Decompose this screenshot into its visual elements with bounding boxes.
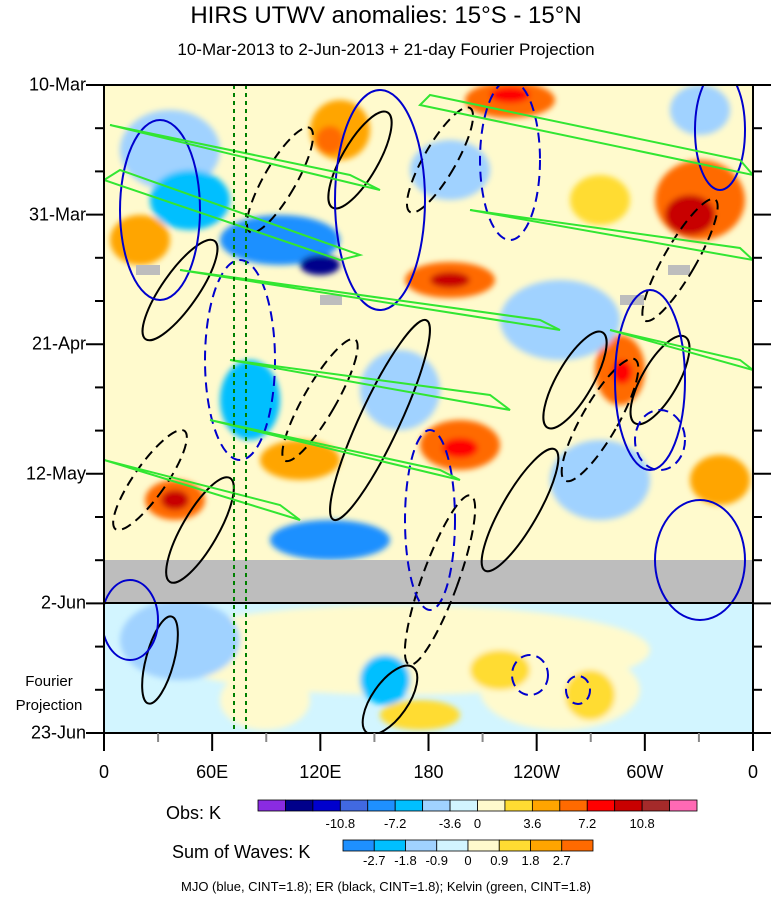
er-contours	[112, 106, 719, 733]
colorbar-box	[367, 799, 396, 812]
chart-title: HIRS UTWV anomalies: 15°S - 15°N	[190, 2, 582, 29]
mjo-contours	[104, 85, 746, 705]
colorbar-box	[586, 799, 616, 812]
colorbar-tick-label: 0	[473, 816, 482, 831]
contour-legend-footnote: MJO (blue, CINT=1.8); ER (black, CINT=1.…	[181, 879, 591, 894]
colorbar-box	[504, 799, 533, 812]
colorbar-tick-label: -7.2	[383, 816, 407, 831]
colorbar-box	[436, 839, 469, 852]
colorbar-tick-label: -1.8	[394, 853, 417, 868]
colorbar-box	[477, 799, 506, 812]
colorbar-box	[422, 799, 451, 812]
x-tick-label: 120E	[299, 762, 342, 782]
colorbar-tick-label: -0.9	[425, 853, 448, 868]
colorbar-box	[669, 799, 698, 812]
colorbar-tick-label: 3.6	[523, 816, 542, 831]
y-tick-label: 2-Jun	[40, 592, 86, 613]
colorbar-tick-label: 0	[464, 853, 472, 868]
colorbar-box	[467, 839, 500, 852]
colorbar-box	[498, 839, 531, 852]
colorbar-box	[342, 839, 375, 852]
colorbar-box	[285, 799, 314, 812]
fourier-projection-label: Fourier Projection	[0, 670, 98, 718]
reference-lines	[233, 85, 247, 733]
x-tick-label: 0	[747, 762, 759, 782]
colorbar-tick-label: 10.8	[629, 816, 655, 831]
waves-colorbar-label: Sum of Waves: K	[172, 842, 311, 862]
field-fill	[104, 85, 753, 733]
colorbar-tick-label: -2.7	[363, 853, 386, 868]
colorbar-box	[373, 839, 406, 852]
fourier-label-line: Fourier	[25, 673, 73, 690]
colorbar-box	[531, 799, 561, 812]
axis-ticks	[86, 84, 771, 751]
colorbar-tick-label: -3.6	[438, 816, 462, 831]
colorbar-box	[257, 799, 286, 812]
x-tick-label: 60E	[196, 762, 229, 782]
colorbar-box	[614, 799, 643, 812]
x-tick-label: 0	[98, 762, 110, 782]
colorbars	[257, 799, 698, 852]
colorbar-tick-label: 0.9	[490, 853, 509, 868]
fourier-label-line: Projection	[15, 697, 83, 714]
colorbar-box	[394, 799, 424, 812]
colorbar-box	[561, 839, 594, 852]
colorbar-box	[312, 799, 341, 812]
colorbar-tick-label: 2.7	[552, 853, 571, 868]
y-tick-label: 31-Mar	[28, 204, 86, 225]
x-tick-label: 180	[413, 762, 444, 782]
colorbar-box	[405, 839, 438, 852]
colorbar-box	[449, 799, 478, 812]
colorbar-tick-label: -10.8	[325, 816, 356, 831]
colorbar-box	[530, 839, 563, 852]
y-tick-label: 21-Apr	[31, 333, 86, 354]
missing-data-band	[104, 560, 753, 603]
x-tick-label: 120W	[513, 762, 561, 782]
colorbar-box	[339, 799, 369, 812]
colorbar-box	[559, 799, 588, 812]
colorbar-tick-label: 7.2	[578, 816, 597, 831]
colorbar-box	[641, 799, 670, 812]
y-tick-label: 12-May	[25, 463, 86, 484]
y-tick-label: 23-Jun	[30, 722, 86, 743]
colorbar-tick-label: 1.8	[521, 853, 540, 868]
chart-subtitle: 10-Mar-2013 to 2-Jun-2013 + 21-day Fouri…	[177, 40, 595, 59]
x-tick-label: 60W	[626, 762, 664, 782]
obs-colorbar-label: Obs: K	[166, 803, 222, 823]
y-tick-label: 10-Mar	[28, 74, 86, 95]
